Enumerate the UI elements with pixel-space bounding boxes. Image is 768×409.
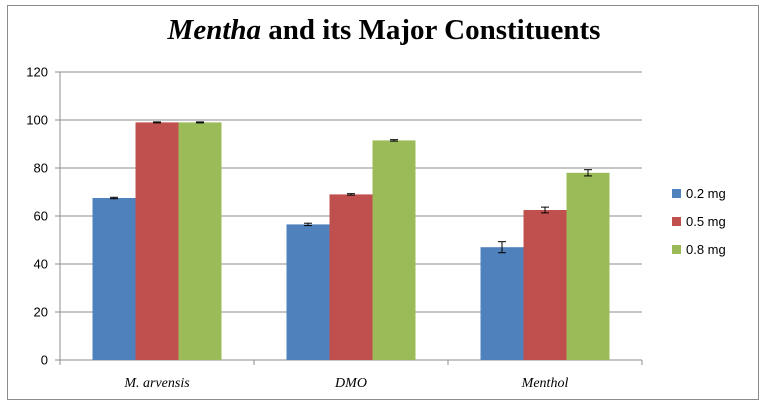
legend-label: 0.2 mg	[686, 186, 726, 201]
bar	[566, 172, 610, 360]
y-tick-label: 60	[34, 209, 48, 224]
y-tick-label: 100	[26, 113, 48, 128]
legend-label: 0.5 mg	[686, 214, 726, 229]
y-tick-label: 120	[26, 65, 48, 80]
y-tick-label: 0	[41, 353, 48, 368]
category-label: DMO	[334, 376, 367, 391]
legend-label: 0.8 mg	[686, 242, 726, 257]
y-tick-label: 80	[34, 161, 48, 176]
legend-swatch	[672, 189, 681, 198]
y-tick-label: 20	[34, 305, 48, 320]
bar	[372, 140, 416, 360]
chart-title-rest: and its Major Constituents	[261, 14, 601, 46]
bar	[286, 224, 330, 360]
legend-swatch	[672, 245, 681, 254]
bar	[92, 198, 136, 360]
bar	[329, 194, 373, 360]
bar	[135, 122, 179, 361]
bar	[523, 210, 567, 360]
legend-swatch	[672, 217, 681, 226]
bar	[480, 247, 524, 360]
category-label: Menthol	[521, 376, 569, 391]
chart-title: Mentha and its Major Constituents	[0, 14, 768, 47]
chart-title-italic: Mentha	[167, 14, 262, 46]
bar	[178, 122, 222, 361]
category-label: M. arvensis	[123, 376, 190, 391]
y-tick-label: 40	[34, 257, 48, 272]
